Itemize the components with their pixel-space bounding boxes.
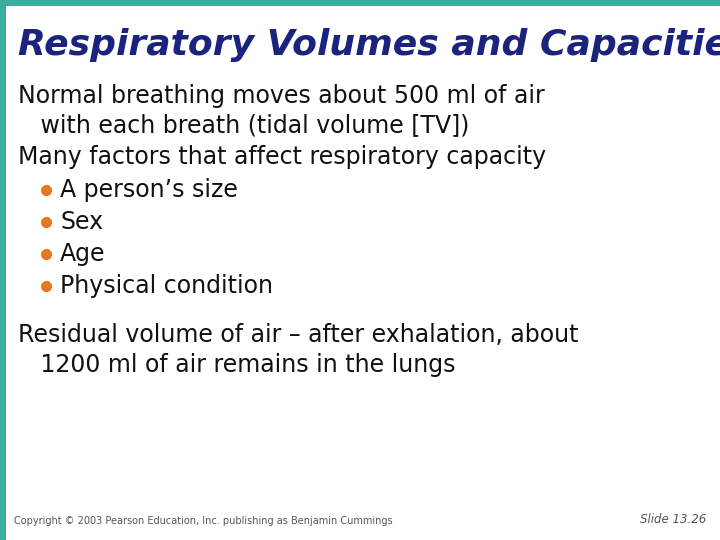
Text: 1200 ml of air remains in the lungs: 1200 ml of air remains in the lungs (18, 353, 456, 377)
Text: Sex: Sex (60, 210, 103, 234)
Text: Normal breathing moves about 500 ml of air: Normal breathing moves about 500 ml of a… (18, 84, 545, 108)
Text: Residual volume of air – after exhalation, about: Residual volume of air – after exhalatio… (18, 323, 578, 347)
Text: with each breath (tidal volume [TV]): with each breath (tidal volume [TV]) (18, 113, 469, 137)
Bar (0, 0, 720, 6)
Text: Physical condition: Physical condition (60, 274, 273, 298)
Text: Respiratory Volumes and Capacities: Respiratory Volumes and Capacities (18, 28, 720, 62)
Text: Many factors that affect respiratory capacity: Many factors that affect respiratory cap… (18, 145, 546, 169)
Text: A person’s size: A person’s size (60, 178, 238, 202)
Bar (0, 0, 6, 540)
Text: Slide 13.26: Slide 13.26 (640, 513, 706, 526)
Text: Age: Age (60, 242, 106, 266)
Text: Copyright © 2003 Pearson Education, Inc. publishing as Benjamin Cummings: Copyright © 2003 Pearson Education, Inc.… (14, 516, 392, 526)
